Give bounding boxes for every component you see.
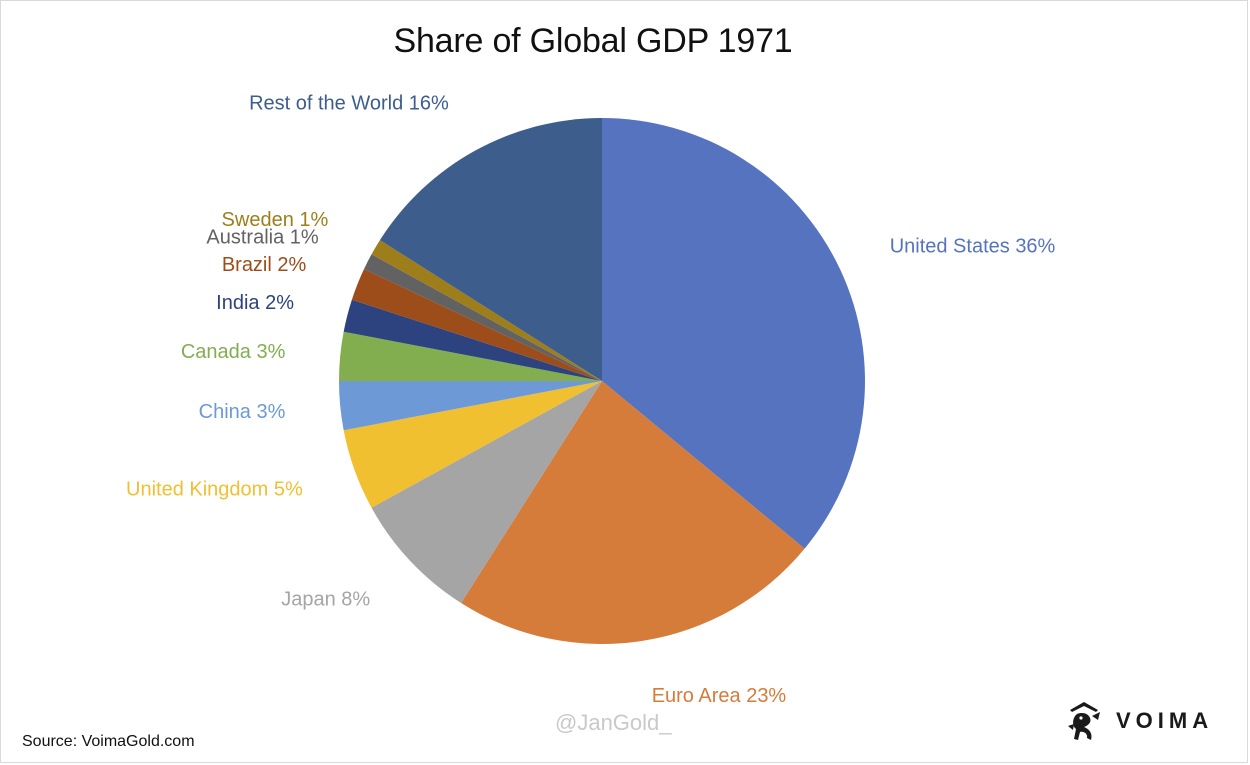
pie-labels: United States 36% Euro Area 23% Japan 8% Un… [126,92,1056,707]
brand-logo: VOIMA [1062,696,1213,746]
pie-slice-china [339,381,602,431]
watermark: @JanGold_ [555,710,672,735]
pie-slice-india [343,299,602,381]
pie-label-india: India 2% [216,292,294,314]
chart-title: Share of Global GDP 1971 [393,22,793,60]
pie-slice-canada [339,331,602,381]
pie-slice-united-states [602,118,865,549]
pie-label-united-states: United States 36% [890,236,1056,258]
pie-label-canada: Canada 3% [181,341,286,363]
pie-label-rest-of-the-world: Rest of the World 16% [249,92,449,114]
pie-label-japan: Japan 8% [281,589,370,611]
brand-name: VOIMA [1116,708,1214,733]
pie-label-australia: Australia 1% [206,227,318,249]
pie-slices [339,118,865,644]
pie-slice-united-kingdom [343,381,602,508]
lion-crest-icon [1068,702,1100,740]
pie-slice-sweden [371,240,602,381]
pie-slice-rest-of-the-world [379,118,602,381]
pie-slice-australia [364,254,602,381]
source-note: Source: VoimaGold.com [22,733,195,750]
pie-label-euro-area: Euro Area 23% [652,685,787,707]
pie-label-brazil: Brazil 2% [222,254,307,276]
pie-slice-brazil [351,269,602,381]
pie-label-sweden: Sweden 1% [222,209,329,231]
pie-slice-euro-area [461,381,805,644]
pie-label-china: China 3% [199,401,286,423]
pie-slice-japan [371,381,602,604]
pie-label-united-kingdom: United Kingdom 5% [126,479,303,501]
